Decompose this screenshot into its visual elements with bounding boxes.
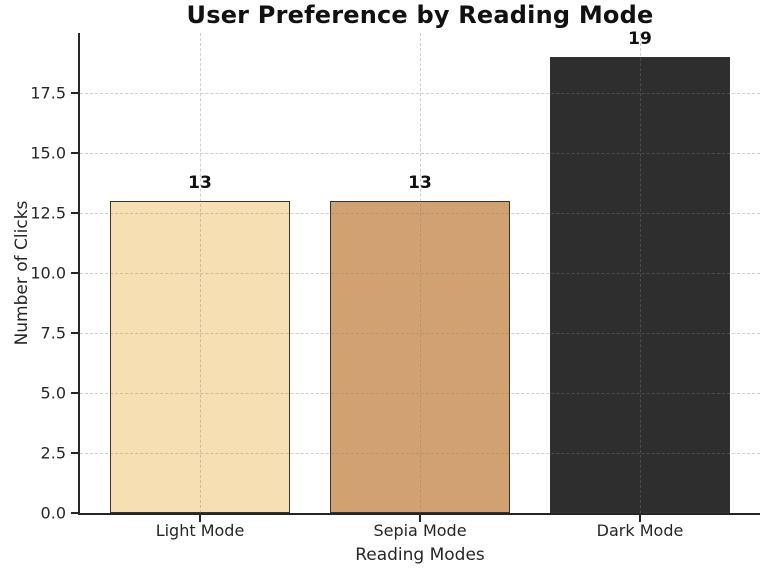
h-gridline [80,212,760,214]
y-tick-label: 2.5 [40,443,66,463]
h-gridline [80,452,760,454]
bar-value-label: 13 [408,173,432,193]
v-gridline [639,33,641,513]
x-tick-label: Sepia Mode [373,521,467,540]
x-axis-spine [78,513,760,515]
y-tick-mark [71,452,78,454]
y-tick-label: 5.0 [40,383,66,403]
bar-value-label: 19 [628,29,652,49]
h-gridline [80,392,760,394]
bars-layer [80,33,760,513]
v-gridline [199,33,201,513]
bar-value-label: 13 [188,173,212,193]
y-tick-mark [71,272,78,274]
x-tick-label: Dark Mode [596,521,684,540]
y-tick-mark [71,512,78,514]
y-tick-mark [71,212,78,214]
h-gridline [80,152,760,154]
plot-area: 0.0 2.5 5.0 7.5 10.0 12.5 15.0 17.5 13 Light Mode… [30,29,760,540]
h-gridline [80,332,760,334]
y-tick-mark [71,392,78,394]
y-tick-label: 10.0 [30,263,66,283]
v-gridline [419,33,421,513]
h-gridline [80,92,760,94]
labels-layer: 0.0 2.5 5.0 7.5 10.0 12.5 15.0 17.5 13 Light Mode… [30,29,760,540]
x-tick-mark [639,515,641,522]
x-tick-mark [199,515,201,522]
bar-sepia-mode [330,201,510,513]
y-tick-label: 17.5 [30,83,66,103]
x-tick-label: Light Mode [155,521,245,540]
bar-light-mode [110,201,290,513]
y-tick-mark [71,92,78,94]
y-tick-label: 15.0 [30,143,66,163]
y-tick-label: 12.5 [30,203,66,223]
grid-layer [80,33,760,513]
bar-dark-mode [550,57,730,513]
h-gridline [80,272,760,274]
y-tick-label: 7.5 [40,323,66,343]
x-tick-mark [419,515,421,522]
chart-title: User Preference by Reading Mode [186,1,654,29]
y-tick-mark [71,152,78,154]
y-tick-label: 0.0 [40,503,66,523]
x-axis-label: Reading Modes [355,545,485,565]
y-axis-spine [78,33,80,513]
y-tick-mark [71,332,78,334]
